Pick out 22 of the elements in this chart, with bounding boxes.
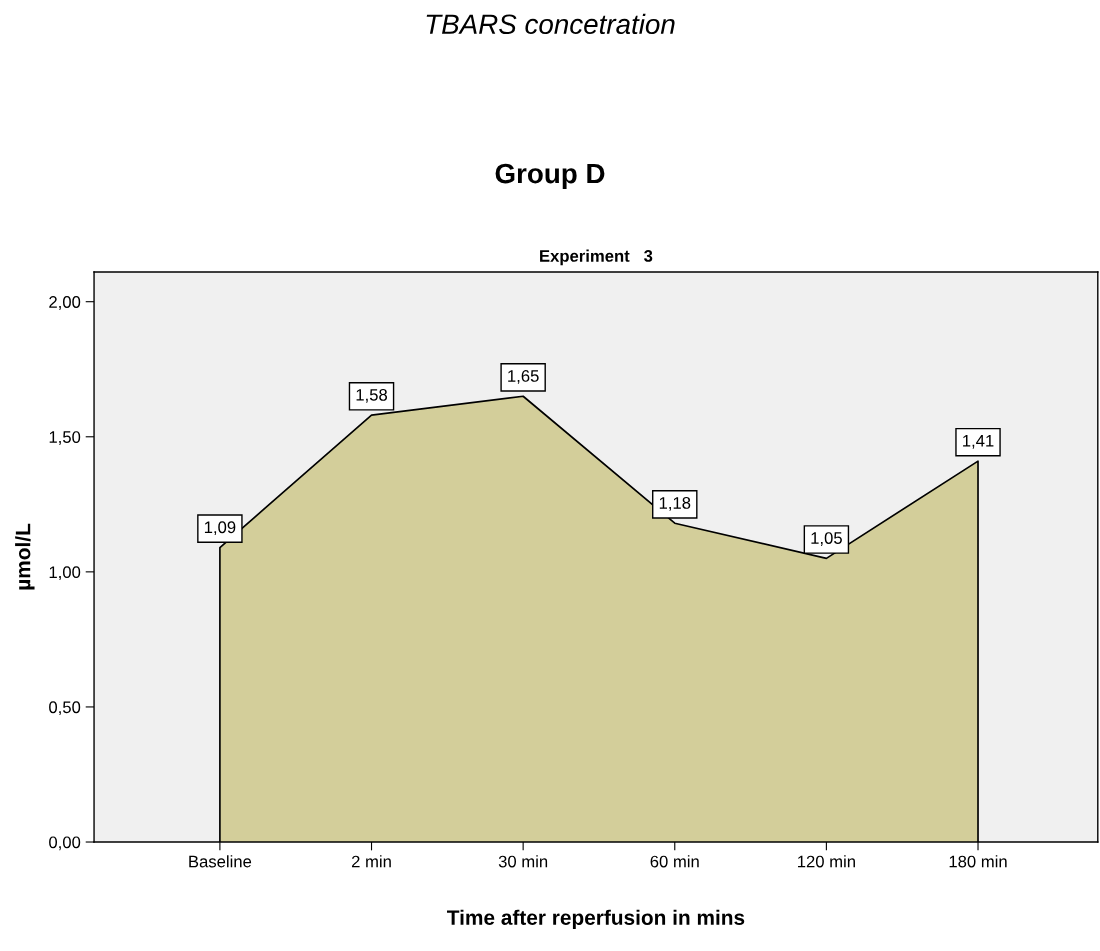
data-label: 1,41 [963, 435, 994, 449]
x-axis-title: Time after reperfusion in mins [447, 909, 745, 930]
y-tick-label: 0,50 [49, 701, 81, 716]
x-tick-label: 120 min [798, 855, 855, 868]
data-label: 1,18 [659, 497, 691, 511]
x-tick-label: 180 min [949, 855, 1007, 868]
x-tick-label: Baseline [189, 855, 252, 868]
y-tick-label: 1,50 [49, 431, 81, 445]
y-axis-title: µmol/L [15, 523, 35, 590]
data-label: 1,65 [508, 370, 539, 384]
x-tick-label: 2 min [351, 855, 391, 868]
chart-title: TBARS concetration [426, 13, 675, 35]
chart-subtitle: Group D [495, 163, 605, 189]
y-tick-label: 1,00 [49, 566, 81, 581]
x-tick-label: 60 min [650, 855, 699, 868]
y-tick-label: 0,00 [49, 836, 81, 851]
y-tick-label: 2,00 [49, 296, 81, 310]
data-label: 1,09 [204, 521, 236, 536]
data-label: 1,58 [356, 388, 388, 403]
x-tick-label: 30 min [498, 855, 548, 868]
text: Experiment 3 [540, 249, 653, 266]
data-label: 1,05 [811, 532, 842, 546]
